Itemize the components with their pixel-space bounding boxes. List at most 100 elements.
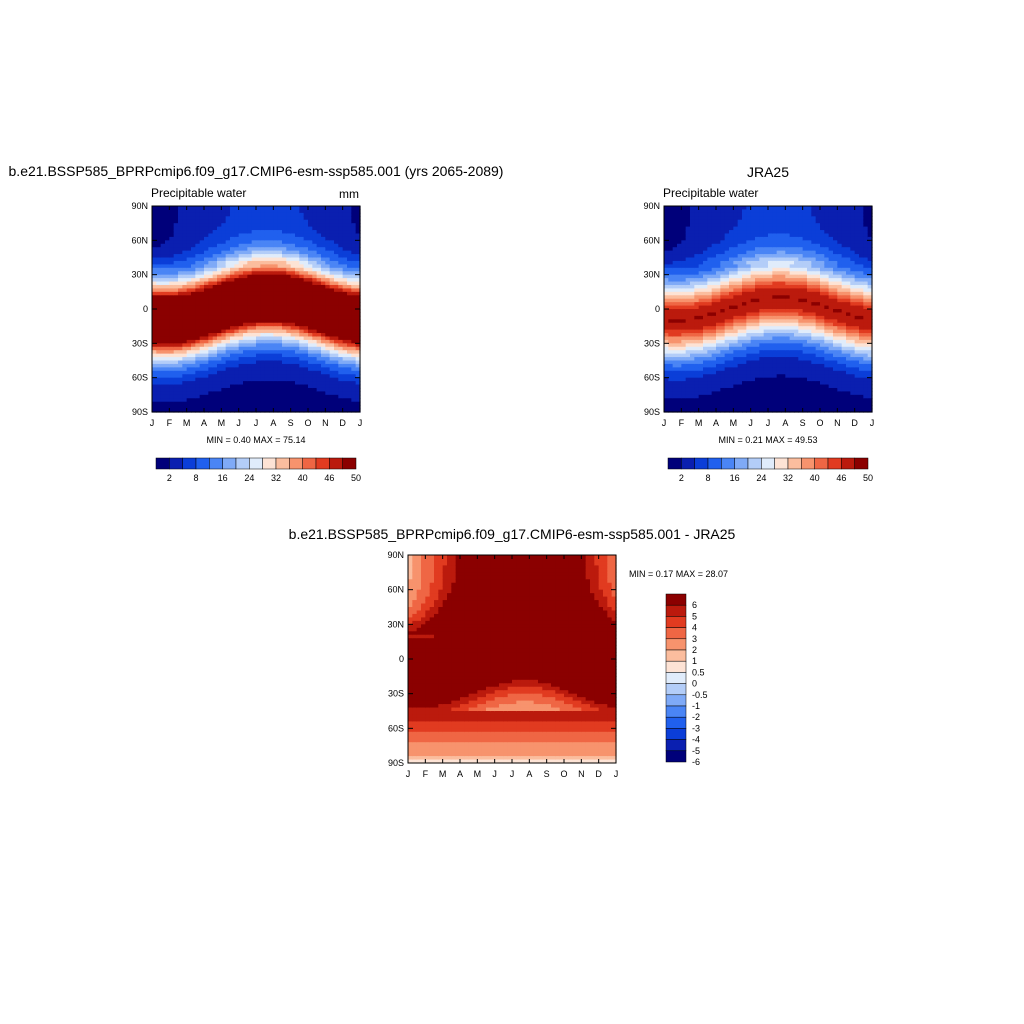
p1-cell xyxy=(286,367,292,372)
p1-cell xyxy=(186,401,192,406)
p1-cell xyxy=(355,353,361,358)
p2-cell xyxy=(789,329,795,334)
p2-cell xyxy=(746,408,752,413)
p1-cell xyxy=(355,312,361,317)
p1-cell xyxy=(347,339,352,344)
p1-cell xyxy=(286,401,292,406)
p1-cell xyxy=(351,267,357,272)
p1-cell xyxy=(334,212,339,217)
p2-cell xyxy=(794,357,799,362)
p1-cell xyxy=(308,250,313,255)
p1-cell xyxy=(152,260,157,265)
p1-cell xyxy=(299,240,305,245)
p2-cell xyxy=(698,350,704,355)
p1-cell xyxy=(186,230,192,235)
p2-cell xyxy=(772,295,778,300)
p2-cell xyxy=(677,295,682,300)
p2-cell xyxy=(776,391,782,396)
p1-cell xyxy=(351,257,357,262)
p1-cell xyxy=(199,319,205,324)
p1-cell xyxy=(295,309,300,314)
p1-cell xyxy=(264,398,270,403)
p1-cell xyxy=(212,408,218,413)
p1-cell xyxy=(329,230,335,235)
p2-cell xyxy=(724,243,730,248)
p1-cell xyxy=(277,250,283,255)
p2-cell xyxy=(694,387,700,392)
p1-cell xyxy=(204,353,209,358)
p1-cell xyxy=(286,264,292,269)
p1-cell xyxy=(251,370,257,375)
p2-cell xyxy=(729,291,734,296)
p1-cell xyxy=(295,302,300,307)
p2-cell xyxy=(694,247,700,252)
p1-cell xyxy=(338,350,344,355)
p1-cell xyxy=(355,377,361,382)
p1-cell xyxy=(273,367,279,372)
p2-cell xyxy=(694,343,700,348)
p2-cell xyxy=(677,343,682,348)
p1-cell xyxy=(178,206,183,211)
p2-cell xyxy=(729,209,734,214)
p2-cell xyxy=(694,236,700,241)
p2-cell xyxy=(677,329,682,334)
p2-cell xyxy=(759,363,765,368)
p2-cell xyxy=(750,298,756,303)
p2-cell xyxy=(729,305,734,310)
p1-cell xyxy=(264,206,270,211)
p1-cell xyxy=(299,346,305,351)
p1-cell xyxy=(195,394,201,399)
p1-cell xyxy=(355,212,361,217)
p1-cell xyxy=(260,401,266,406)
p1-cell xyxy=(225,391,231,396)
p1-cbar-swatch xyxy=(209,457,223,470)
p1-cell xyxy=(260,391,266,396)
p1-cell xyxy=(295,384,300,389)
p1-cell xyxy=(303,360,309,365)
p1-cell xyxy=(334,240,339,245)
p1-cell xyxy=(169,408,175,413)
p1-cell xyxy=(321,312,326,317)
p2-cell xyxy=(794,302,799,307)
p2-cell xyxy=(794,360,799,365)
p1-cell xyxy=(286,267,292,272)
p1-cell xyxy=(178,360,183,365)
p2-cell xyxy=(681,243,687,248)
p1-cell xyxy=(173,336,179,341)
p1-cell xyxy=(260,408,266,413)
p1-cell xyxy=(238,333,244,338)
p1-cell xyxy=(334,271,339,276)
p1-cell xyxy=(264,233,270,238)
p1-cell xyxy=(321,240,326,245)
p1-cell xyxy=(273,223,279,228)
p1-cell xyxy=(160,302,166,307)
p2-cell xyxy=(802,333,808,338)
p2-cell xyxy=(763,260,769,265)
p2-cell xyxy=(664,206,669,211)
p1-cell xyxy=(312,219,318,224)
p2-cell xyxy=(759,391,765,396)
p2-cell xyxy=(768,370,773,375)
p1-cell xyxy=(191,257,196,262)
p1-cell xyxy=(277,278,283,283)
p1-cell xyxy=(251,226,257,231)
p1-cbar-label: 8 xyxy=(193,473,198,483)
p1-cell xyxy=(338,212,344,217)
p1-cell xyxy=(165,312,170,317)
p1-cell xyxy=(329,254,335,259)
p1-cell xyxy=(234,343,240,348)
p1-cell xyxy=(269,209,274,214)
p1-cell xyxy=(173,223,179,228)
p1-cell xyxy=(191,219,196,224)
p1-cell xyxy=(204,271,209,276)
p2-cell xyxy=(690,291,695,296)
p1-cell xyxy=(295,343,300,348)
p1-cell xyxy=(217,305,222,310)
p2-cell xyxy=(807,264,812,269)
p1-cell xyxy=(256,230,261,235)
p1-cell xyxy=(173,357,179,362)
p1-cell xyxy=(295,363,300,368)
p1-cell xyxy=(165,305,170,310)
p1-cell xyxy=(325,360,331,365)
p1-cell xyxy=(351,236,357,241)
